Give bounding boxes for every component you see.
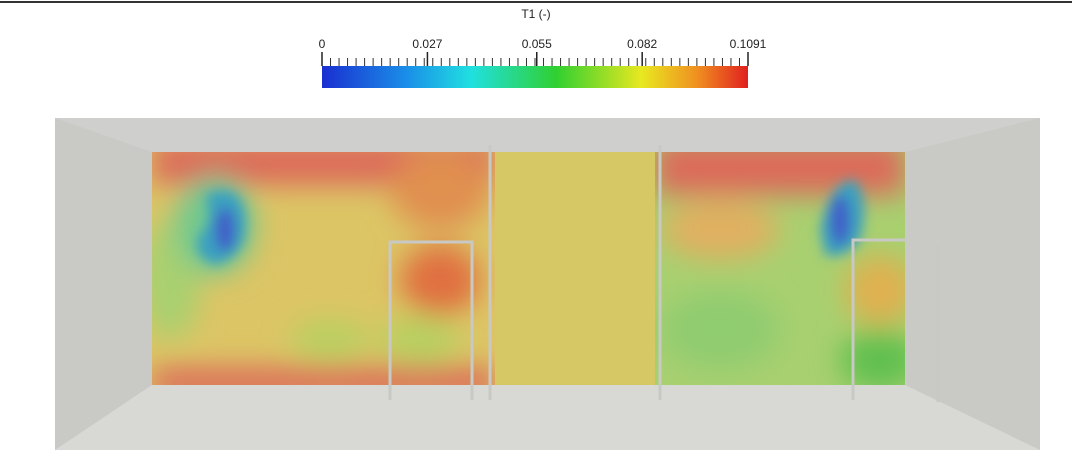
- left-side-wall: [55, 118, 152, 450]
- center-panel: [495, 152, 655, 385]
- left-contour: [152, 152, 495, 385]
- colorbar-ticks: 0 0.027 0.055 0.082 0.1091: [319, 37, 767, 66]
- door-frames: [388, 145, 940, 402]
- colorbar-title: T1 (-): [521, 7, 550, 21]
- tick-label: 0.055: [522, 37, 552, 51]
- colorbar: [322, 66, 748, 88]
- floor: [55, 385, 1040, 450]
- tick-label: 0.082: [627, 37, 657, 51]
- tick-label: 0.1091: [730, 37, 767, 51]
- right-contour: [655, 152, 905, 385]
- tick-label: 0.027: [412, 37, 442, 51]
- tick-label: 0: [319, 37, 326, 51]
